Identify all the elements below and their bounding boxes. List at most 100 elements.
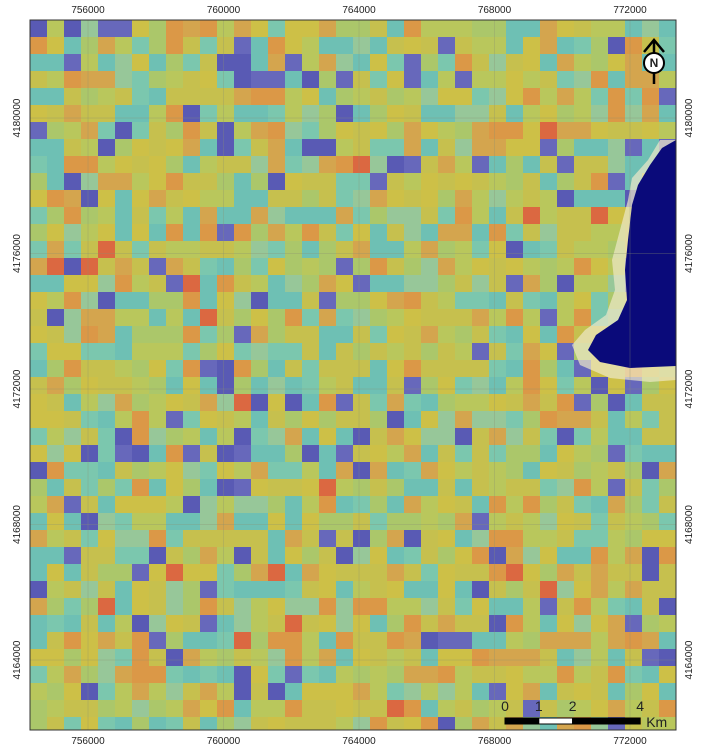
raster-cell xyxy=(489,326,506,343)
raster-cell xyxy=(183,258,200,275)
raster-cell xyxy=(98,394,115,411)
raster-cell xyxy=(149,309,166,326)
raster-cell xyxy=(166,598,183,615)
raster-cell xyxy=(506,598,523,615)
raster-cell xyxy=(438,20,455,37)
raster-cell xyxy=(319,411,336,428)
raster-cell xyxy=(540,190,557,207)
raster-cell xyxy=(234,275,251,292)
raster-cell xyxy=(438,54,455,71)
raster-cell xyxy=(81,54,98,71)
raster-cell xyxy=(336,632,353,649)
raster-cell xyxy=(115,173,132,190)
raster-cell xyxy=(438,377,455,394)
raster-cell xyxy=(540,547,557,564)
raster-cell xyxy=(370,258,387,275)
raster-cell xyxy=(642,581,659,598)
raster-cell xyxy=(98,105,115,122)
raster-cell xyxy=(336,241,353,258)
raster-cell xyxy=(438,547,455,564)
raster-cell xyxy=(557,547,574,564)
raster-cell xyxy=(98,496,115,513)
raster-cell xyxy=(421,139,438,156)
raster-cell xyxy=(251,309,268,326)
raster-cell xyxy=(370,360,387,377)
raster-cell xyxy=(302,700,319,717)
raster-cell xyxy=(336,54,353,71)
raster-cell xyxy=(234,700,251,717)
raster-cell xyxy=(149,683,166,700)
raster-cell xyxy=(608,598,625,615)
raster-cell xyxy=(642,105,659,122)
raster-cell xyxy=(217,207,234,224)
raster-cell xyxy=(455,292,472,309)
raster-cell xyxy=(557,292,574,309)
raster-cell xyxy=(574,139,591,156)
raster-cell xyxy=(523,632,540,649)
raster-cell xyxy=(183,275,200,292)
raster-cell xyxy=(540,394,557,411)
raster-cell xyxy=(47,241,64,258)
raster-cell xyxy=(659,649,676,666)
raster-cell xyxy=(217,683,234,700)
raster-cell xyxy=(132,275,149,292)
raster-cell xyxy=(183,360,200,377)
raster-cell xyxy=(268,445,285,462)
raster-cell xyxy=(149,173,166,190)
raster-cell xyxy=(608,190,625,207)
raster-cell xyxy=(642,445,659,462)
raster-cell xyxy=(353,156,370,173)
raster-cell xyxy=(557,564,574,581)
raster-cell xyxy=(319,88,336,105)
raster-cell xyxy=(217,105,234,122)
raster-cell xyxy=(64,122,81,139)
raster-cell xyxy=(200,615,217,632)
raster-cell xyxy=(98,343,115,360)
raster-cell xyxy=(353,700,370,717)
raster-cell xyxy=(438,224,455,241)
raster-cell xyxy=(523,411,540,428)
raster-cell xyxy=(149,37,166,54)
raster-cell xyxy=(523,88,540,105)
raster-cell xyxy=(81,88,98,105)
raster-cell xyxy=(98,547,115,564)
raster-cell xyxy=(64,394,81,411)
raster-cell xyxy=(540,445,557,462)
raster-cell xyxy=(268,54,285,71)
raster-cell xyxy=(251,37,268,54)
raster-cell xyxy=(506,156,523,173)
raster-cell xyxy=(251,394,268,411)
raster-cell xyxy=(591,258,608,275)
raster-cell xyxy=(98,700,115,717)
raster-cell xyxy=(353,717,370,734)
raster-cell xyxy=(166,666,183,683)
raster-cell xyxy=(302,37,319,54)
raster-cell xyxy=(404,683,421,700)
raster-cell xyxy=(234,598,251,615)
raster-cell xyxy=(336,37,353,54)
raster-cell xyxy=(30,428,47,445)
raster-cell xyxy=(438,241,455,258)
raster-cell xyxy=(472,445,489,462)
raster-cell xyxy=(540,105,557,122)
raster-cell xyxy=(455,190,472,207)
raster-cell xyxy=(336,649,353,666)
raster-cell xyxy=(642,513,659,530)
raster-cell xyxy=(234,54,251,71)
raster-cell xyxy=(319,156,336,173)
raster-cell xyxy=(438,88,455,105)
raster-cell xyxy=(625,20,642,37)
raster-cell xyxy=(47,581,64,598)
raster-cell xyxy=(472,513,489,530)
raster-cell xyxy=(251,666,268,683)
raster-cell xyxy=(370,224,387,241)
raster-cell xyxy=(149,479,166,496)
raster-cell xyxy=(149,139,166,156)
raster-cell xyxy=(523,360,540,377)
raster-cell xyxy=(183,224,200,241)
raster-cell xyxy=(200,88,217,105)
y-coord-label-left: 4180000 xyxy=(12,98,23,137)
raster-cell xyxy=(438,122,455,139)
raster-cell xyxy=(64,683,81,700)
raster-cell xyxy=(115,224,132,241)
